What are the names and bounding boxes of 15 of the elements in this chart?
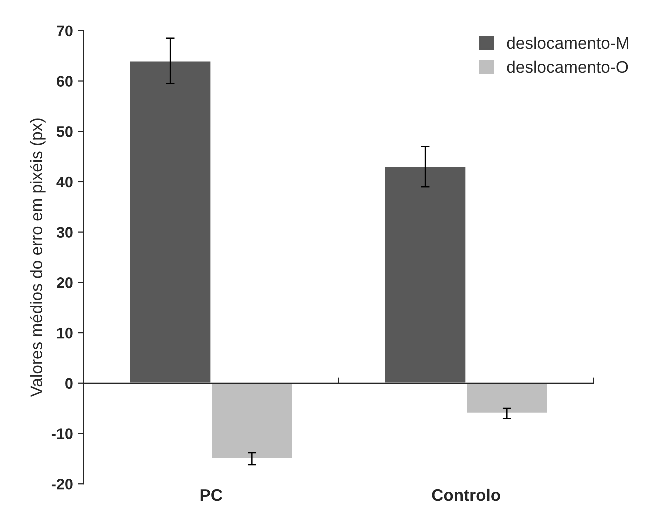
y-tick-label: 30 [56,227,73,238]
y-axis-title: Valores médios do erro em pixéis (px) [30,118,46,398]
y-tick-label: -10 [52,428,73,440]
y-tick-label: 70 [57,26,73,37]
legend-label: deslocamento-M [507,36,628,50]
x-tick-label: PC [200,489,222,502]
y-tick-label: 0 [66,378,73,390]
y-tick-label: 50 [56,126,73,138]
y-tick-label: -20 [52,478,73,490]
y-tick-label: 20 [56,278,73,288]
x-tick-label: Controlo [432,488,500,502]
legend-label: deslocamento-O [507,60,628,74]
y-tick-label: 40 [56,176,73,188]
y-tick-label: 10 [57,328,73,339]
y-tick-label: 60 [57,76,73,87]
